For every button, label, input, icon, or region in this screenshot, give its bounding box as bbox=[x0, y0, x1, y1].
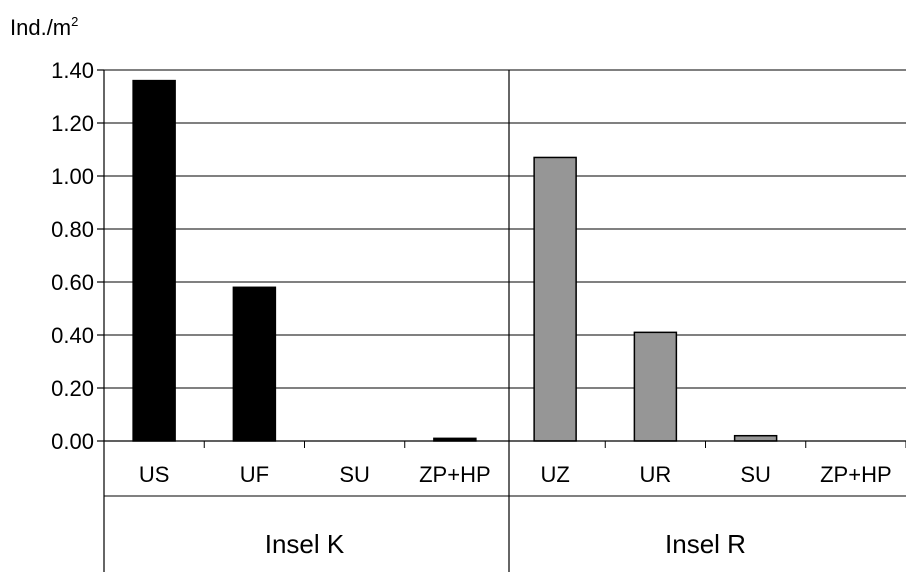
x-category-label: UZ bbox=[540, 462, 569, 487]
x-category-label: SU bbox=[740, 462, 771, 487]
y-tick-label: 0.80 bbox=[51, 217, 94, 242]
x-category-label: UF bbox=[240, 462, 269, 487]
bar bbox=[733, 434, 778, 442]
gridlines bbox=[104, 69, 906, 389]
y-tick-label: 0.60 bbox=[51, 270, 94, 295]
y-tick-label: 0.20 bbox=[51, 376, 94, 401]
y-tick-label: 0.00 bbox=[51, 429, 94, 454]
labels: 0.00 0.20 0.40 0.60 0.80 1.00 1.20 1.40 US UF SU ZP… bbox=[51, 58, 891, 559]
y-tick-label: 1.00 bbox=[51, 164, 94, 189]
group-label: Insel K bbox=[265, 529, 345, 559]
y-tick-label: 1.20 bbox=[51, 111, 94, 136]
x-category-label: UR bbox=[639, 462, 671, 487]
bar bbox=[232, 286, 277, 442]
y-tick-label: 1.40 bbox=[51, 58, 94, 83]
bar bbox=[633, 331, 678, 442]
y-tick-label: 0.40 bbox=[51, 323, 94, 348]
axes bbox=[97, 69, 906, 572]
bar bbox=[132, 79, 176, 442]
group-label: Insel R bbox=[665, 529, 746, 559]
x-category-label: ZP+HP bbox=[820, 462, 892, 487]
x-category-label: SU bbox=[339, 462, 370, 487]
bars bbox=[132, 79, 778, 442]
x-category-label: US bbox=[139, 462, 170, 487]
bar bbox=[533, 156, 577, 442]
y-axis-label: Ind./m2 bbox=[10, 14, 79, 40]
x-category-label: ZP+HP bbox=[419, 462, 491, 487]
